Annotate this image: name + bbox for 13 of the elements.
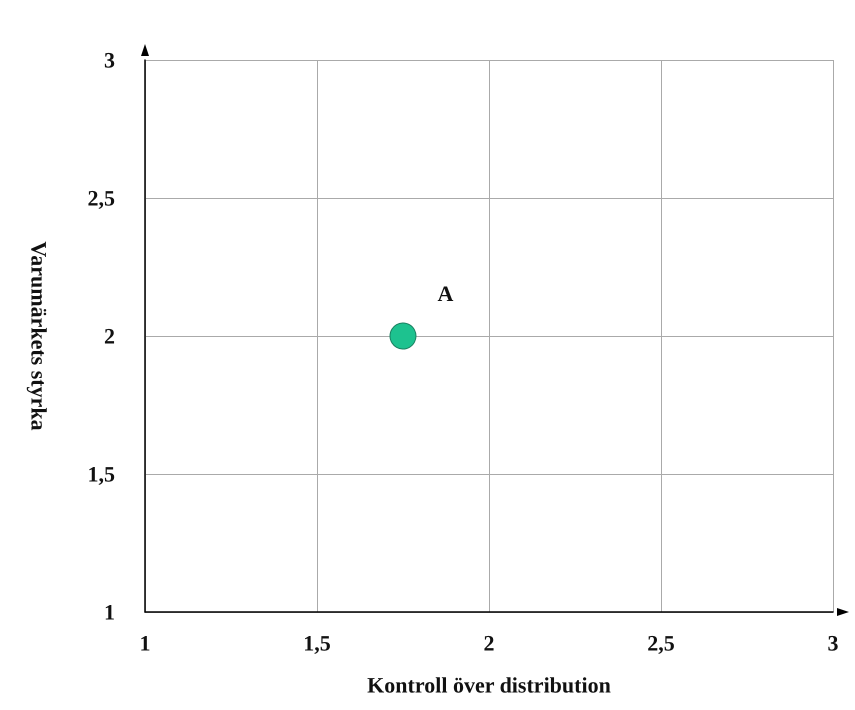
y-tick-label: 3 (104, 48, 115, 72)
y-tick-label: 1,5 (88, 462, 115, 486)
y-axis-title: Varumärkets styrka (26, 241, 52, 431)
x-tick-label: 2,5 (647, 630, 675, 656)
x-tick-label: 3 (828, 630, 838, 656)
y-tick-label: 1 (104, 600, 115, 624)
x-tick-label: 1 (140, 630, 150, 656)
x-tick-label: 1,5 (303, 630, 331, 656)
x-axis-title: Kontroll över distribution (367, 672, 611, 698)
x-tick-label: 2 (484, 630, 494, 656)
y-tick-label: 2 (104, 324, 115, 348)
series-label: A (438, 281, 454, 306)
y-tick-label: 2,5 (88, 186, 115, 210)
